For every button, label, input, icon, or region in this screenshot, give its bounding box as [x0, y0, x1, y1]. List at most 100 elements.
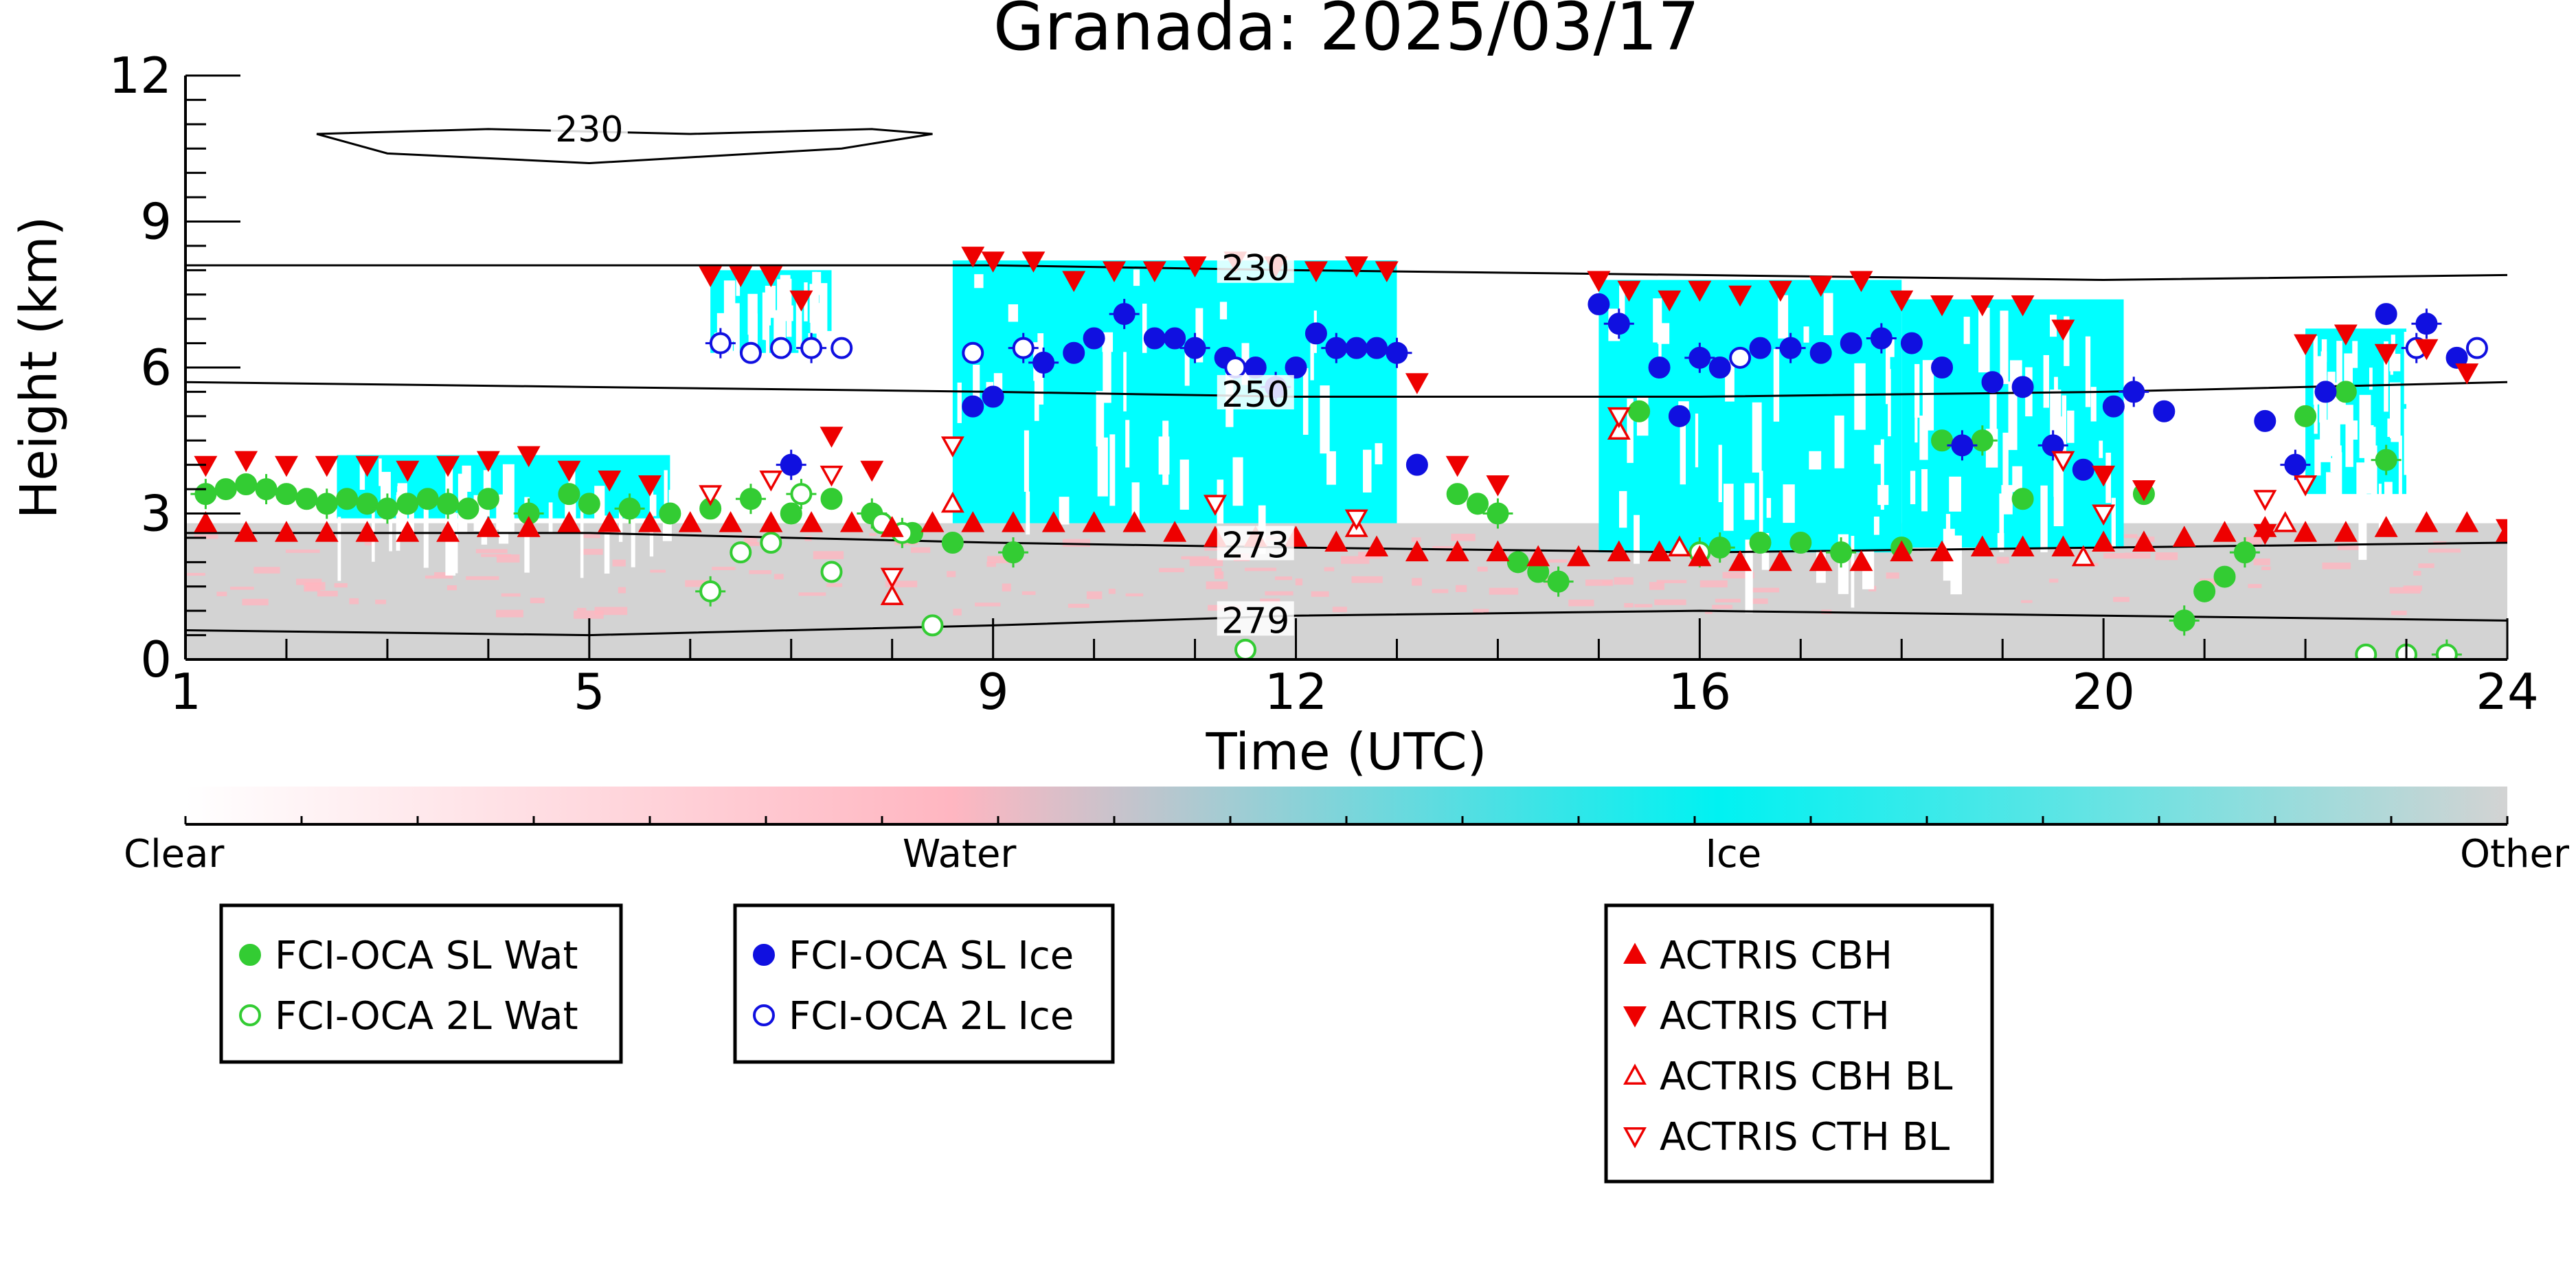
y-tick-label: 3: [140, 485, 172, 543]
clear-class-gap: [1803, 326, 1809, 343]
clear-class-gap: [1874, 444, 1883, 464]
data-point: [2465, 337, 2488, 359]
clear-class-gap: [1999, 493, 2004, 552]
data-point: [1304, 261, 1328, 282]
data-point: [770, 337, 793, 359]
water-class-pixel: [826, 583, 843, 587]
clear-class-gap: [1834, 415, 1844, 468]
contour-line-230: [185, 264, 2507, 282]
clear-class-gap: [2064, 316, 2070, 366]
data-point: [1970, 535, 1994, 557]
legend-entry-label: ACTRIS CTH: [1660, 994, 1890, 1039]
data-point: [1588, 293, 1610, 315]
water-class-pixel: [1456, 585, 1467, 592]
water-class-pixel: [334, 583, 348, 588]
clear-class-gap: [652, 495, 657, 517]
data-point: [1446, 483, 1469, 506]
clear-class-gap: [1024, 430, 1029, 492]
clear-class-gap: [2384, 482, 2393, 525]
legend-box: [1604, 903, 1994, 1184]
data-point: [2375, 449, 2397, 471]
data-point: [1547, 570, 1570, 593]
data-point: [1849, 271, 1873, 293]
water-class-pixel: [2389, 587, 2421, 594]
water-class-pixel: [425, 575, 453, 579]
data-point: [1931, 357, 1954, 379]
data-point: [1143, 327, 1166, 350]
data-point: [1607, 407, 1631, 429]
water-class-pixel: [2322, 562, 2351, 569]
clear-class-gap: [1778, 295, 1789, 339]
clear-class-gap: [810, 317, 819, 334]
x-axis-label: Time (UTC): [1205, 723, 1487, 782]
data-point: [2374, 343, 2398, 365]
data-point: [1366, 337, 1388, 359]
clear-class-gap: [2067, 410, 2075, 443]
water-class-pixel: [574, 610, 604, 619]
clear-class-gap: [1695, 414, 1699, 468]
clear-class-gap: [957, 382, 962, 423]
water-class-pixel: [1649, 582, 1664, 590]
clear-class-gap: [1773, 349, 1780, 422]
water-class-pixel: [2048, 578, 2059, 583]
water-class-pixel: [2391, 610, 2407, 615]
legends: FCI-OCA SL Wat FCI-OCA 2L Wat FCI-OCA SL I…: [219, 903, 1994, 1184]
data-point: [2415, 339, 2439, 361]
water-class-pixel: [1750, 587, 1780, 593]
clear-class-gap: [2000, 310, 2009, 385]
water-class-pixel: [1432, 589, 1449, 594]
data-point: [355, 455, 379, 477]
water-class-pixel: [1021, 591, 1036, 596]
data-point: [1062, 271, 1086, 293]
data-point: [578, 493, 600, 515]
clear-class-gap: [359, 461, 365, 490]
data-point: [981, 251, 1005, 273]
data-point: [1890, 540, 1914, 562]
clear-class-gap: [2371, 445, 2377, 504]
data-point: [1587, 271, 1611, 293]
water-class-pixel: [594, 607, 628, 615]
clear-class-gap: [2099, 440, 2103, 458]
water-class-pixel: [1086, 591, 1103, 600]
water-class-pixel: [1547, 559, 1568, 563]
clear-class-gap: [668, 490, 672, 508]
legend-entry-label: ACTRIS CTH BL: [1660, 1115, 1950, 1160]
water-class-pixel: [1654, 599, 1686, 605]
water-class-pixel: [712, 567, 736, 571]
data-point: [1325, 337, 1348, 359]
data-point: [1779, 337, 1802, 359]
clear-class-gap: [1854, 363, 1866, 430]
water-class-pixel: [986, 561, 996, 567]
data-point: [800, 511, 824, 532]
data-point: [880, 516, 904, 537]
data-point: [921, 614, 944, 637]
data-point: [1728, 550, 1752, 572]
legend-3: ACTRIS CBH ACTRIS CTH ACTRIS CBH BL ACTRIS …: [1604, 903, 1994, 1184]
data-point: [1840, 332, 1862, 354]
data-point: [2253, 523, 2277, 545]
data-point: [699, 580, 722, 602]
legend-box: [219, 903, 623, 1064]
legend-entry-label: FCI-OCA 2L Ice: [789, 994, 1074, 1039]
water-class-pixel: [1745, 598, 1768, 605]
clear-class-gap: [765, 292, 770, 360]
water-class-pixel: [580, 548, 603, 555]
data-point: [1628, 400, 1651, 422]
water-class-pixel: [1473, 609, 1489, 614]
data-point: [618, 497, 641, 520]
clear-class-gap: [568, 471, 576, 487]
data-point: [2294, 334, 2318, 356]
data-point: [962, 341, 984, 364]
data-point: [558, 483, 580, 506]
water-class-pixel: [242, 598, 269, 606]
clear-class-gap: [2001, 485, 2013, 515]
water-class-pixel: [618, 587, 626, 594]
data-point: [1002, 541, 1025, 564]
series-actris-cbh-bl: [880, 418, 2297, 605]
data-point: [2415, 313, 2438, 335]
clear-class-gap: [445, 456, 453, 520]
data-point: [1526, 545, 1550, 567]
data-point: [1142, 261, 1166, 282]
clear-class-gap: [2352, 341, 2358, 368]
clear-class-gap: [749, 296, 756, 356]
